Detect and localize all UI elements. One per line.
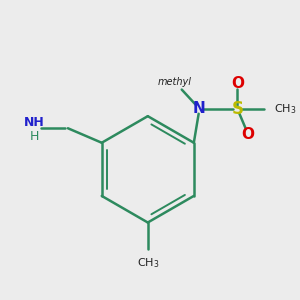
Text: CH$_3$: CH$_3$ xyxy=(274,102,296,116)
Text: NH: NH xyxy=(24,116,44,129)
Text: O: O xyxy=(242,127,255,142)
Text: H: H xyxy=(29,130,39,143)
Text: CH$_3$: CH$_3$ xyxy=(136,256,159,270)
Text: N: N xyxy=(192,101,205,116)
Text: methyl: methyl xyxy=(158,77,191,87)
Text: O: O xyxy=(231,76,244,91)
Text: S: S xyxy=(231,100,243,118)
